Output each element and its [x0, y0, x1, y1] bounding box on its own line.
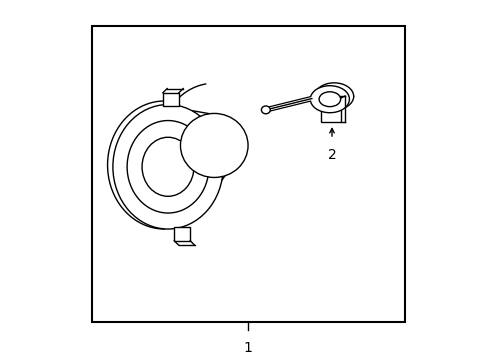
Bar — [321, 98, 340, 122]
Ellipse shape — [180, 113, 247, 177]
Ellipse shape — [310, 86, 349, 113]
Ellipse shape — [142, 137, 194, 196]
Bar — [91, 26, 404, 321]
Text: 1: 1 — [243, 341, 252, 355]
Bar — [163, 93, 179, 106]
Bar — [174, 227, 190, 241]
Ellipse shape — [261, 106, 270, 114]
Ellipse shape — [314, 83, 353, 110]
Text: 2: 2 — [327, 148, 336, 162]
Ellipse shape — [113, 104, 223, 229]
Ellipse shape — [319, 92, 340, 107]
Ellipse shape — [127, 121, 208, 213]
